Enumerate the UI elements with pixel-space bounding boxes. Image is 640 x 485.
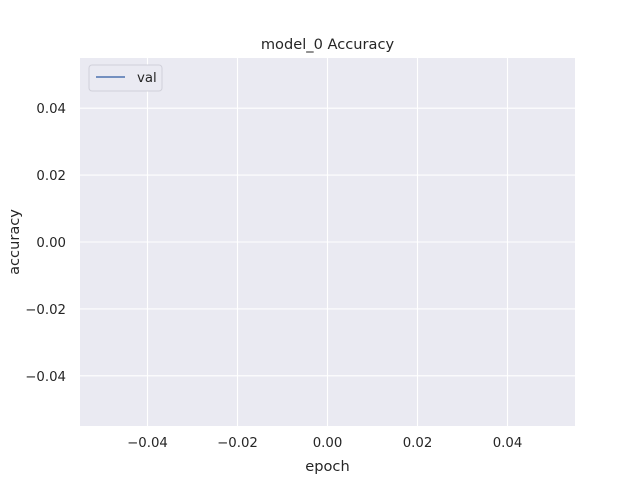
y-tick-label: 0.00 bbox=[36, 236, 66, 251]
y-tick-label: 0.04 bbox=[36, 102, 66, 117]
x-tick-label: 0.00 bbox=[313, 436, 343, 451]
x-axis-ticks: −0.04 −0.02 0.00 0.02 0.04 bbox=[127, 436, 522, 451]
chart-title: model_0 Accuracy bbox=[261, 36, 395, 53]
x-tick-label: 0.04 bbox=[493, 436, 523, 451]
x-tick-label: −0.02 bbox=[217, 436, 258, 451]
legend-box bbox=[88, 64, 163, 92]
x-tick-label: −0.04 bbox=[127, 436, 168, 451]
y-tick-label: −0.02 bbox=[25, 303, 66, 318]
y-tick-label: −0.04 bbox=[25, 370, 66, 385]
y-axis-ticks: −0.04 −0.02 0.00 0.02 0.04 bbox=[25, 102, 66, 385]
grid bbox=[80, 58, 575, 426]
x-tick-label: 0.02 bbox=[403, 436, 433, 451]
legend-label-val: val bbox=[137, 71, 157, 86]
x-axis-label: epoch bbox=[305, 458, 349, 475]
y-tick-label: 0.02 bbox=[36, 169, 66, 184]
legend: val bbox=[88, 64, 163, 92]
y-axis-label: accuracy bbox=[6, 209, 23, 275]
